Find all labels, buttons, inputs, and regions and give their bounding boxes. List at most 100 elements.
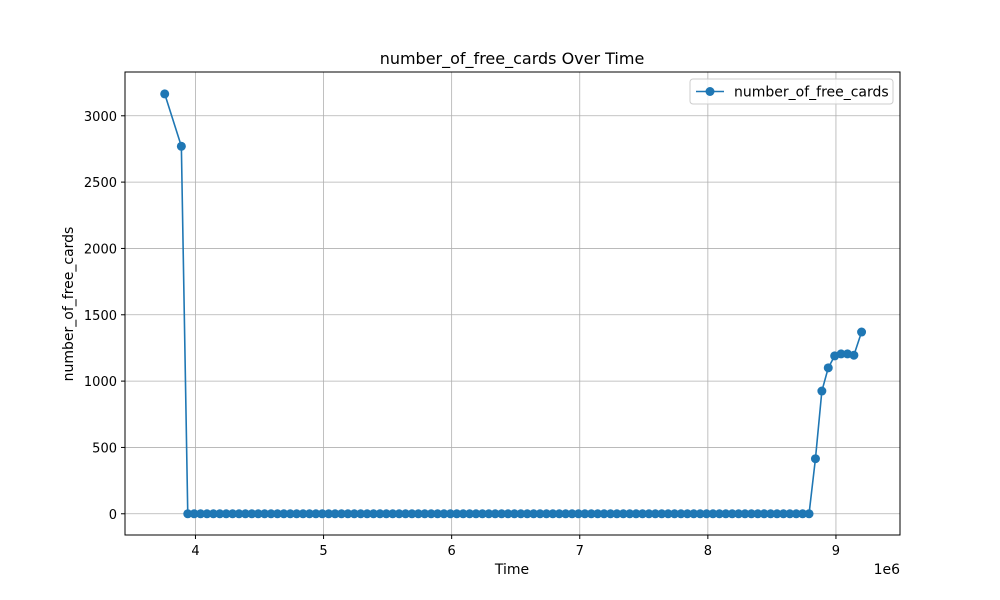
- data-point-0-27: [343, 509, 353, 519]
- data-point-0-19: [292, 509, 302, 519]
- data-point-0-63: [573, 509, 583, 519]
- data-point-0-34: [388, 509, 398, 519]
- data-point-0-80: [682, 509, 692, 519]
- data-point-0-8: [221, 509, 231, 519]
- data-point-0-69: [612, 509, 622, 519]
- data-point-0-104: [836, 349, 846, 359]
- data-point-0-59: [548, 509, 558, 519]
- data-point-0-100: [810, 454, 820, 464]
- data-point-0-92: [759, 509, 769, 519]
- data-point-0-86: [721, 509, 731, 519]
- data-point-0-90: [746, 509, 756, 519]
- data-point-0-36: [401, 509, 411, 519]
- data-point-0-57: [535, 509, 545, 519]
- data-point-0-25: [330, 509, 340, 519]
- data-point-0-26: [336, 509, 346, 519]
- legend-marker-swatch: [705, 87, 715, 96]
- chart-title: number_of_free_cards Over Time: [380, 49, 645, 69]
- data-point-0-66: [593, 509, 603, 519]
- data-point-0-35: [394, 509, 404, 519]
- data-point-0-20: [298, 509, 308, 519]
- data-point-0-29: [356, 509, 366, 519]
- data-point-0-0: [160, 89, 170, 99]
- data-point-0-65: [586, 509, 596, 519]
- data-point-0-45: [458, 509, 468, 519]
- data-point-0-83: [702, 509, 712, 519]
- data-point-0-12: [247, 509, 257, 519]
- data-point-0-53: [509, 509, 519, 519]
- data-point-0-74: [644, 509, 654, 519]
- data-point-0-38: [413, 509, 423, 519]
- data-point-0-33: [381, 509, 391, 519]
- data-point-0-77: [663, 509, 673, 519]
- data-point-0-32: [375, 509, 385, 519]
- y-tick-label-0: 0: [109, 508, 117, 523]
- data-point-0-88: [734, 509, 744, 519]
- x-axis-ticks: 4 5 6 7 8 9: [191, 535, 840, 559]
- data-point-0-21: [304, 509, 314, 519]
- data-point-0-7: [215, 509, 225, 519]
- data-point-0-48: [477, 509, 487, 519]
- data-point-0-49: [484, 509, 494, 519]
- data-point-0-107: [857, 327, 867, 337]
- legend: number_of_free_cards: [689, 78, 894, 105]
- data-point-0-70: [618, 509, 628, 519]
- data-point-0-82: [695, 509, 705, 519]
- data-point-0-2: [183, 509, 193, 519]
- data-point-0-51: [497, 509, 507, 519]
- legend-label: number_of_free_cards: [734, 85, 889, 101]
- data-point-0-39: [420, 509, 430, 519]
- data-point-0-1: [176, 141, 186, 151]
- data-point-0-97: [791, 509, 801, 519]
- data-point-0-73: [638, 509, 648, 519]
- data-point-0-98: [798, 509, 808, 519]
- data-point-0-40: [426, 509, 436, 519]
- data-point-0-16: [272, 509, 282, 519]
- x-tick-label-0: 4: [191, 544, 199, 559]
- data-point-0-61: [561, 509, 571, 519]
- x-axis-label: Time: [494, 562, 529, 578]
- data-point-0-23: [317, 509, 327, 519]
- data-point-0-89: [740, 509, 750, 519]
- data-point-0-58: [541, 509, 551, 519]
- data-point-0-14: [260, 509, 270, 519]
- data-point-0-99: [804, 509, 814, 519]
- data-point-0-31: [369, 509, 379, 519]
- series-layer: [160, 89, 867, 519]
- data-point-0-3: [189, 509, 199, 519]
- data-point-0-81: [689, 509, 699, 519]
- data-point-0-67: [599, 509, 609, 519]
- data-point-0-54: [516, 509, 526, 519]
- data-point-0-5: [202, 509, 212, 519]
- data-point-0-11: [240, 509, 250, 519]
- x-axis-offset-label: 1e6: [874, 562, 901, 578]
- data-point-0-84: [708, 509, 718, 519]
- data-point-0-79: [676, 509, 686, 519]
- y-tick-label-4: 2000: [84, 242, 117, 257]
- data-point-0-47: [471, 509, 481, 519]
- data-point-0-6: [208, 509, 218, 519]
- data-point-0-22: [311, 509, 321, 519]
- x-tick-label-3: 7: [576, 544, 584, 559]
- data-point-0-9: [228, 509, 238, 519]
- x-tick-label-1: 5: [319, 544, 327, 559]
- data-point-0-106: [849, 350, 859, 360]
- data-point-0-15: [266, 509, 276, 519]
- data-point-0-93: [766, 509, 776, 519]
- data-point-0-85: [714, 509, 724, 519]
- x-tick-label-2: 6: [448, 544, 456, 559]
- data-point-0-28: [349, 509, 359, 519]
- data-point-0-46: [465, 509, 475, 519]
- data-point-0-24: [324, 509, 334, 519]
- y-tick-label-6: 3000: [84, 110, 117, 125]
- data-point-0-64: [580, 509, 590, 519]
- data-point-0-37: [407, 509, 417, 519]
- data-point-0-78: [670, 509, 680, 519]
- data-point-0-87: [727, 509, 737, 519]
- y-tick-label-5: 2500: [84, 176, 117, 191]
- data-point-0-72: [631, 509, 641, 519]
- data-point-0-101: [817, 386, 827, 396]
- data-point-0-75: [650, 509, 660, 519]
- data-point-0-13: [253, 509, 263, 519]
